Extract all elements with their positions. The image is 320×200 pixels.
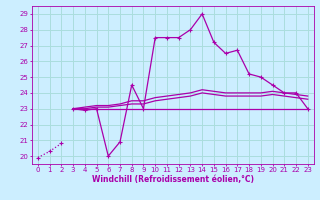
X-axis label: Windchill (Refroidissement éolien,°C): Windchill (Refroidissement éolien,°C) bbox=[92, 175, 254, 184]
